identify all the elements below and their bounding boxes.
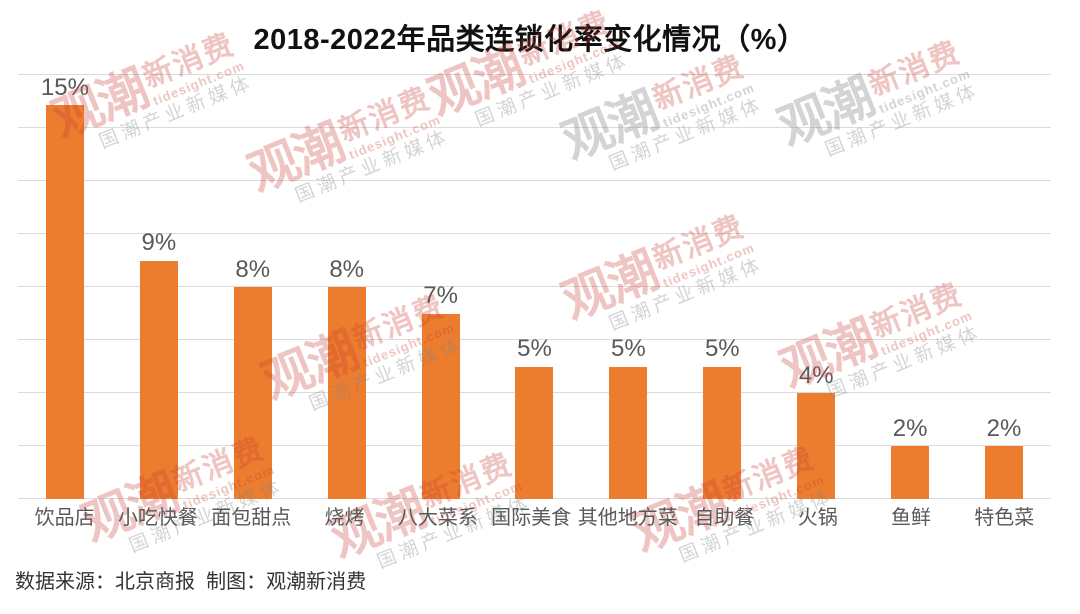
bar-slot-鱼鲜: 2%	[863, 75, 957, 499]
bar	[891, 446, 930, 499]
bar-value-label: 5%	[611, 335, 646, 363]
category-label: 面包甜点	[211, 507, 292, 529]
bar-slot-面包甜点: 8%	[206, 75, 300, 499]
bar-value-label: 7%	[423, 282, 458, 310]
category-label: 自助餐	[694, 507, 755, 529]
bar	[139, 260, 178, 499]
category-label: 鱼鲜	[891, 507, 932, 529]
grid-line-14	[18, 127, 1051, 128]
bar	[797, 393, 836, 499]
bar	[327, 287, 366, 499]
bar-slot-特色菜: 2%	[957, 75, 1051, 499]
bar-value-label: 9%	[141, 229, 177, 257]
bar	[609, 366, 648, 499]
bar	[515, 366, 554, 499]
bar-value-label: 2%	[986, 414, 1022, 442]
grid-line-8	[18, 286, 1051, 287]
bar	[985, 446, 1024, 499]
bar-slot-其他地方菜: 5%	[581, 75, 675, 499]
bar	[703, 366, 742, 499]
bars-row: 15% 9% 8% 8% 7% 5% 5% 5% 4% 2% 2%	[18, 74, 1051, 499]
bar-slot-国际美食: 5%	[488, 75, 582, 499]
bar-slot-烧烤: 8%	[300, 75, 394, 499]
category-label: 烧烤	[324, 507, 365, 529]
bar-slot-自助餐: 5%	[675, 75, 769, 499]
grid-line-12	[18, 180, 1051, 181]
category-label: 国际美食	[491, 507, 572, 529]
bar-slot-饮品店: 15%	[18, 74, 112, 499]
category-label: 特色菜	[974, 507, 1035, 529]
plot-area: 15% 9% 8% 8% 7% 5% 5% 5% 4% 2% 2%	[18, 74, 1051, 499]
category-label: 小吃快餐	[117, 507, 198, 529]
bar-value-label: 8%	[235, 255, 271, 283]
grid-line-10	[18, 233, 1051, 234]
bar-slot-小吃快餐: 9%	[112, 75, 206, 499]
bar	[421, 313, 460, 499]
bar-value-label: 8%	[329, 255, 365, 283]
bar	[45, 105, 84, 499]
chart-title: 2018-2022年品类连锁化率变化情况（%）	[253, 24, 807, 56]
category-label: 八大菜系	[397, 507, 478, 529]
category-axis: 饮品店 小吃快餐 面包甜点 烧烤 八大菜系 国际美食 其他地方菜 自助餐 火锅 鱼鲜 特色菜	[18, 506, 1051, 530]
bar	[233, 287, 272, 499]
category-label: 火锅	[797, 507, 838, 529]
bar-slot-八大菜系: 7%	[394, 75, 488, 499]
bar-value-label: 5%	[704, 335, 740, 363]
grid-line-16	[18, 74, 1051, 75]
bar-value-label: 2%	[892, 414, 928, 442]
bar-slot-火锅: 4%	[769, 75, 863, 499]
grid-line-6	[18, 339, 1051, 340]
bar-value-label: 5%	[517, 335, 552, 363]
bar-value-label: 15%	[40, 74, 89, 101]
category-label: 其他地方菜	[577, 507, 678, 529]
category-label: 饮品店	[34, 507, 95, 529]
bar-value-label: 4%	[798, 361, 834, 389]
source-note: 数据来源：北京商报 制图：观潮新消费	[15, 571, 367, 593]
